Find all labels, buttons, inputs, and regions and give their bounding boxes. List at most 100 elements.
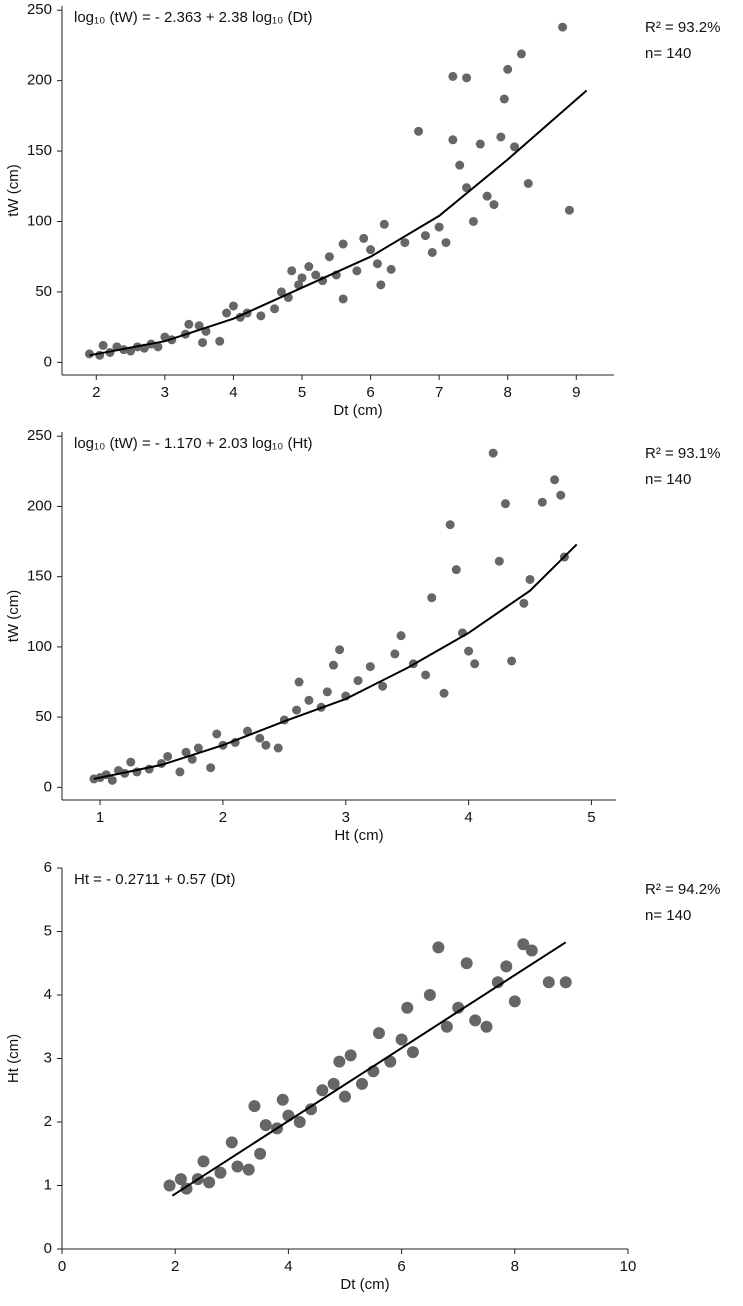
point: [126, 757, 136, 767]
point: [503, 64, 513, 74]
point: [376, 280, 386, 290]
x-tick-label: 6: [366, 384, 374, 401]
point: [297, 273, 307, 283]
x-tick-label: 10: [620, 1258, 637, 1275]
point: [322, 687, 332, 697]
point: [184, 319, 194, 329]
point: [439, 688, 449, 698]
point: [261, 740, 271, 750]
point: [500, 960, 513, 973]
point: [494, 556, 504, 566]
point: [276, 287, 286, 297]
point: [327, 1077, 340, 1090]
point: [445, 520, 455, 530]
point: [421, 670, 431, 680]
point: [276, 1093, 289, 1106]
point: [427, 593, 437, 603]
point: [432, 941, 445, 954]
point: [396, 631, 406, 641]
point: [194, 321, 204, 331]
y-tick-label: 1: [44, 1176, 52, 1193]
point: [153, 342, 163, 352]
x-tick-label: 8: [511, 1258, 519, 1275]
x-axis-label: Dt (cm): [340, 1276, 389, 1293]
equation: log₁₀ (tW) = - 2.363 + 2.38 log₁₀ (Dt): [74, 9, 313, 26]
point: [542, 976, 555, 989]
y-tick-label: 100: [27, 212, 52, 229]
point: [206, 763, 216, 773]
point: [270, 304, 280, 314]
point: [525, 944, 538, 957]
x-tick-label: 9: [572, 384, 580, 401]
point: [500, 499, 510, 509]
annotation: n= 140: [645, 471, 691, 488]
point: [287, 266, 297, 276]
y-tick-label: 250: [27, 1, 52, 18]
y-axis-label: tW (cm): [5, 164, 22, 216]
point: [316, 1084, 329, 1097]
point: [516, 49, 526, 59]
annotation: n= 140: [645, 45, 691, 62]
equation: log₁₀ (tW) = - 1.170 + 2.03 log₁₀ (Ht): [74, 435, 313, 452]
y-tick-label: 3: [44, 1049, 52, 1066]
point: [293, 1116, 306, 1128]
point: [496, 132, 506, 142]
chart: 0 1 2 3 4 5 6 0 2 4 6 8 10 Ht = - 0.2711 + 0.57 (Dt) R…: [5, 859, 721, 1293]
point: [537, 497, 547, 507]
point: [294, 280, 304, 290]
point: [564, 205, 574, 215]
chart: 0 50 100 150 200 250 2 3 4 5 6 7 8 9 log₁₀ (tW) = - 2.…: [5, 1, 721, 419]
point: [359, 233, 369, 243]
point: [451, 565, 461, 575]
y-axis-label: tW (cm): [5, 590, 22, 642]
point: [400, 238, 410, 248]
point: [480, 1020, 493, 1033]
point: [372, 1027, 385, 1040]
point: [197, 1155, 210, 1168]
x-tick-label: 4: [284, 1258, 292, 1275]
point: [231, 1160, 244, 1173]
point: [469, 1014, 482, 1027]
point: [507, 656, 517, 666]
point: [355, 1077, 368, 1090]
point: [470, 659, 480, 669]
point: [510, 142, 520, 152]
annotation: R² = 93.1%: [645, 445, 720, 462]
point: [107, 775, 117, 785]
point: [448, 71, 458, 81]
point: [215, 336, 225, 346]
x-tick-label: 5: [587, 809, 595, 826]
point: [491, 976, 504, 989]
y-tick-label: 150: [27, 568, 52, 585]
x-tick-label: 4: [464, 809, 472, 826]
point: [414, 126, 424, 136]
y-tick-label: 200: [27, 72, 52, 89]
point: [489, 200, 499, 210]
x-tick-label: 7: [435, 384, 443, 401]
point: [420, 231, 430, 241]
point: [556, 490, 566, 500]
point: [352, 266, 362, 276]
y-tick-label: 50: [35, 708, 52, 725]
point: [311, 270, 321, 280]
point: [519, 598, 529, 608]
y-tick-label: 100: [27, 638, 52, 655]
point: [203, 1176, 216, 1189]
x-tick-label: 3: [161, 384, 169, 401]
point: [390, 649, 400, 659]
y-tick-label: 4: [44, 986, 52, 1003]
point: [475, 139, 485, 149]
point: [462, 183, 472, 193]
point: [198, 338, 208, 348]
point: [338, 294, 348, 304]
point: [353, 676, 363, 686]
point: [460, 957, 473, 970]
point: [558, 22, 568, 32]
point: [464, 646, 474, 656]
x-tick-label: 1: [96, 809, 104, 826]
y-tick-label: 50: [35, 283, 52, 300]
x-tick-label: 6: [397, 1258, 405, 1275]
y-tick-label: 0: [44, 1240, 52, 1257]
point: [379, 219, 389, 229]
point: [378, 681, 388, 691]
